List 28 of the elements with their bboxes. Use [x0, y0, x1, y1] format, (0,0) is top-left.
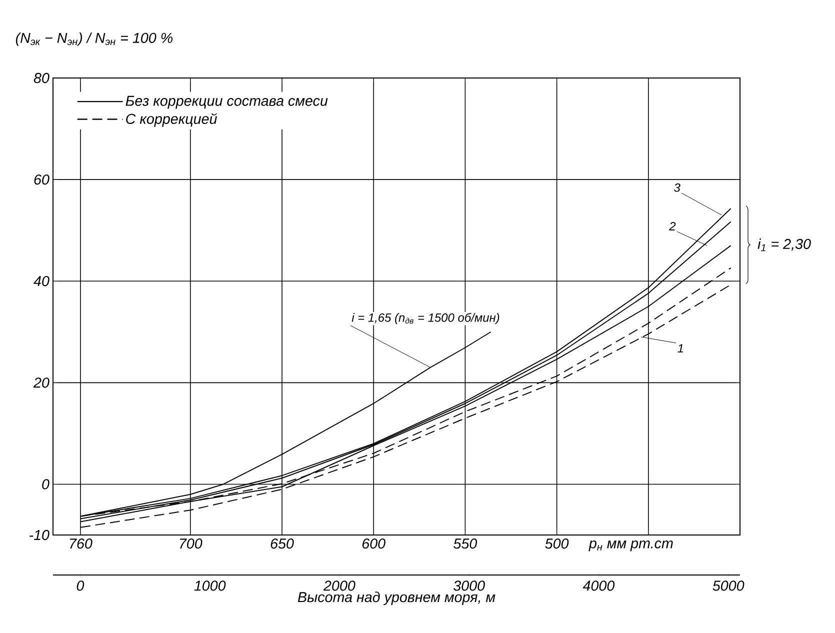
- legend-label: Без коррекции состава смеси: [126, 96, 328, 109]
- x2-tick-label: 0: [76, 580, 84, 591]
- y-tick-label: -10: [29, 530, 50, 540]
- annotation: 2: [669, 222, 676, 230]
- y-tick-label: 60: [34, 174, 50, 185]
- y-tick-label: 20: [33, 378, 50, 388]
- y-tick-label: 80: [34, 72, 50, 84]
- x2-tick-label: 1000: [194, 580, 226, 591]
- x2-tick-label: 2000: [323, 580, 356, 591]
- x2-tick-label: 4000: [582, 580, 615, 591]
- annotation: 1: [678, 344, 683, 352]
- x-tick-label: 500: [545, 538, 569, 549]
- text: i$_{1}$ = 2,30: [758, 238, 811, 252]
- x-tick-label: 600: [362, 538, 386, 549]
- x2-axis-title: Высота над уровнем моря, м: [298, 592, 496, 606]
- y-tick-label: 0: [42, 479, 50, 490]
- legend-label: С коррекцией: [126, 113, 217, 127]
- x-axis-title: p$_{н}$ мм рт.ст: [588, 540, 673, 552]
- annotation: 3: [674, 183, 680, 192]
- x-tick-label: 760: [70, 538, 92, 549]
- x-tick-label: 700: [180, 538, 202, 549]
- annotation: i = 1,65 (n$_{дв}$ = 1500 об/мин): [352, 312, 500, 324]
- x2-tick-label: 3000: [453, 580, 485, 591]
- y-axis-title: (N$_{эк}$ − N$_{эн}$) / N$_{эн}$ = 100 %: [16, 32, 172, 46]
- x2-tick-label: 5000: [712, 580, 744, 591]
- x-tick-label: 550: [454, 538, 478, 549]
- x-tick-label: 650: [270, 538, 294, 549]
- y-tick-label: 40: [34, 276, 50, 286]
